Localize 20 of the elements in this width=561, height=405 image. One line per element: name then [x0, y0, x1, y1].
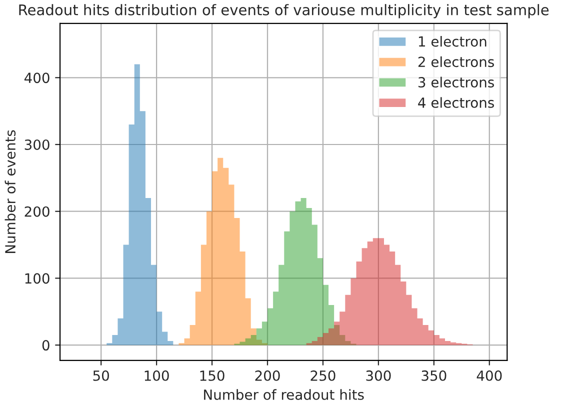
- legend-label: 3 electrons: [418, 76, 494, 88]
- x-tick-label: 200: [255, 370, 280, 381]
- y-tick-label: 400: [24, 72, 50, 84]
- y-tick-label: 300: [24, 139, 50, 150]
- x-tick-label: 250: [310, 370, 336, 381]
- y-tick-label: 0: [42, 340, 50, 351]
- legend-label: 4 electrons: [418, 97, 494, 108]
- legend-label: 1 electron: [418, 36, 486, 47]
- chart-title: Readout hits distribution of events of variouse multiplicity in test sample: [19, 4, 549, 18]
- x-tick-label: 300: [366, 370, 391, 381]
- x-tick-label: 50: [93, 370, 109, 381]
- y-tick-label: 200: [24, 206, 50, 217]
- x-tick-label: 350: [422, 370, 446, 381]
- x-tick-label: 150: [200, 370, 224, 381]
- x-axis-title: Number of readout hits: [204, 389, 364, 400]
- legend-label: 2 electrons: [418, 56, 494, 68]
- x-tick-label: 400: [476, 370, 502, 381]
- x-tick-label: 100: [144, 370, 169, 381]
- y-axis-title: Number of events: [4, 130, 16, 254]
- y-tick-label: 100: [25, 273, 50, 284]
